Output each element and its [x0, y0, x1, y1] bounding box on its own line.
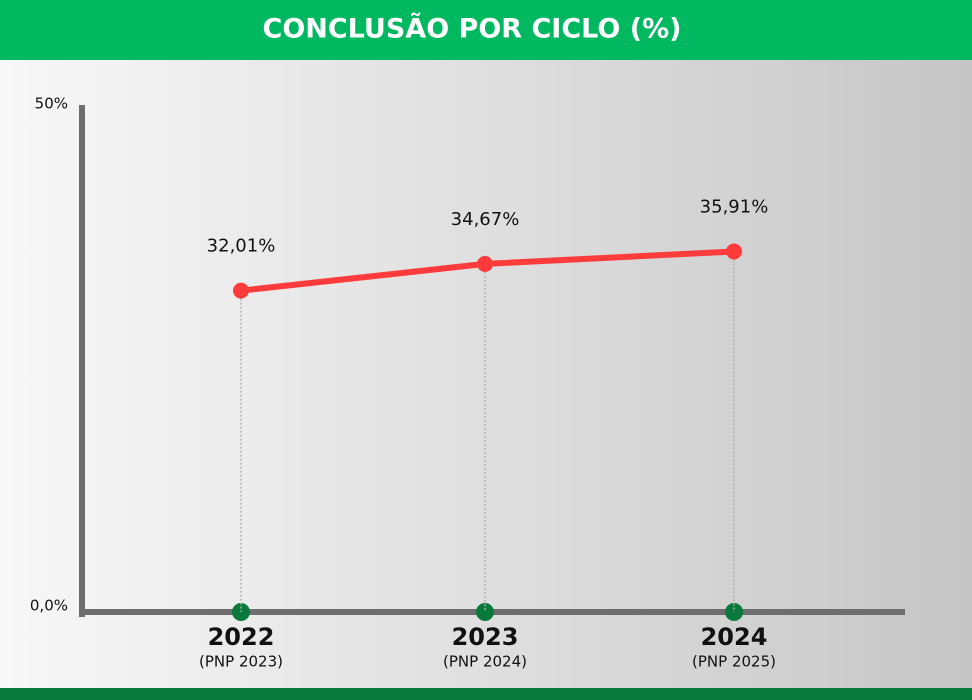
point: [233, 282, 249, 299]
x-tick-label: 2023: [452, 623, 519, 651]
x-tick-note: (PNP 2024): [443, 653, 527, 671]
point: [477, 255, 493, 272]
value-label: 34,67%: [451, 209, 520, 230]
x-tick-note: (PNP 2023): [199, 653, 283, 671]
value-label: 32,01%: [207, 236, 276, 257]
y-tick-label: 50%: [35, 95, 68, 113]
x-tick-label: 2024: [701, 623, 768, 651]
x-tick-label: 2022: [208, 623, 275, 651]
chart-title: CONCLUSÃO POR CICLO (%): [263, 13, 682, 45]
plot-background: [0, 60, 972, 688]
point: [726, 243, 742, 260]
x-tick-note: (PNP 2025): [692, 653, 776, 671]
footer-bar: [0, 688, 972, 700]
y-tick-label: 0,0%: [30, 597, 68, 615]
header-bar: [0, 0, 972, 60]
value-label: 35,91%: [700, 196, 769, 217]
